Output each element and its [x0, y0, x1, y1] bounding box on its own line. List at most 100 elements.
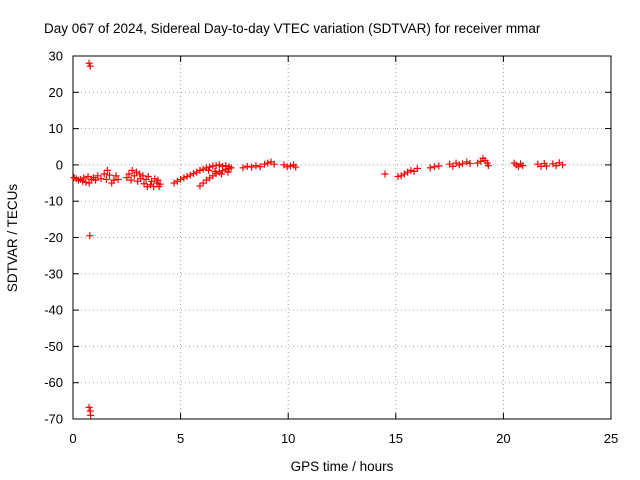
data-point [180, 174, 188, 182]
y-tick-label: -20 [44, 230, 63, 245]
data-point [97, 175, 105, 183]
data-point [248, 163, 256, 171]
data-point [211, 167, 219, 175]
data-point [139, 172, 147, 180]
data-point [92, 176, 100, 184]
data-point [114, 175, 122, 183]
data-point [264, 159, 272, 167]
x-axis-label: GPS time / hours [291, 459, 394, 474]
data-point [85, 179, 93, 187]
y-tick-label: 10 [49, 121, 63, 136]
data-point [224, 168, 232, 176]
data-point [397, 172, 405, 180]
data-point [151, 175, 159, 183]
y-tick-label: -10 [44, 194, 63, 209]
data-point [256, 163, 264, 171]
data-point [128, 166, 136, 174]
data-point [123, 174, 131, 182]
data-point [484, 162, 492, 170]
data-point [280, 161, 288, 169]
data-point [449, 162, 457, 170]
data-point [206, 163, 214, 171]
x-tick-label: 25 [604, 431, 618, 446]
y-tick-label: -40 [44, 303, 63, 318]
data-point [79, 177, 87, 185]
data-point [286, 162, 294, 170]
data-point [243, 162, 251, 170]
data-point [110, 176, 118, 184]
y-tick-label: -60 [44, 375, 63, 390]
data-point [173, 177, 181, 185]
data-point [82, 178, 90, 186]
data-point [431, 163, 439, 171]
x-tick-label: 10 [281, 431, 295, 446]
data-point [183, 173, 191, 181]
data-point [186, 171, 194, 179]
data-point [156, 180, 164, 188]
x-tick-label: 0 [69, 431, 76, 446]
data-point [261, 160, 269, 168]
data-point [225, 165, 233, 173]
grid [73, 56, 611, 419]
axis-ticks [72, 55, 612, 420]
data-point [215, 161, 223, 169]
data-point [100, 170, 108, 178]
data-point [106, 171, 114, 179]
data-point [239, 164, 247, 172]
data-point [542, 162, 550, 170]
y-axis-label: SDTVAR / TECUs [5, 184, 20, 293]
y-tick-labels: 30 20 10 0 -10 -20 -30 -40 -50 -60 -70 [44, 49, 63, 427]
data-point [205, 166, 213, 174]
chart-title: Day 067 of 2024, Sidereal Day-to-day VTE… [44, 21, 541, 36]
data-point [549, 160, 557, 168]
x-tick-labels: 0 5 10 15 20 25 [69, 431, 618, 446]
data-point [400, 170, 408, 178]
data-point [80, 174, 88, 182]
data-point [196, 166, 204, 174]
data-point [474, 159, 482, 167]
data-point [217, 170, 225, 178]
y-tick-label: 20 [49, 85, 63, 100]
data-point [170, 179, 178, 187]
data-point [103, 166, 111, 174]
data-point [413, 165, 421, 173]
data-point [459, 160, 467, 168]
data-point [193, 168, 201, 176]
data-point [87, 411, 95, 419]
y-tick-label: -70 [44, 412, 63, 427]
data-point [86, 232, 94, 240]
data-point [394, 173, 402, 181]
data-point [85, 403, 93, 411]
data-point [86, 62, 94, 70]
data-point [102, 175, 110, 183]
data-point [270, 160, 278, 168]
y-tick-label: 0 [56, 157, 63, 172]
data-point [404, 168, 412, 176]
y-tick-label: -50 [44, 339, 63, 354]
data-point [177, 175, 185, 183]
data-point [407, 166, 415, 174]
data-point [452, 159, 460, 167]
data-point [219, 167, 227, 175]
data-point [435, 162, 443, 170]
data-point [154, 176, 162, 184]
data-point [252, 162, 260, 170]
x-tick-label: 15 [389, 431, 403, 446]
data-point [283, 163, 291, 171]
data-point [199, 165, 207, 173]
data-point [130, 172, 138, 180]
data-point [466, 159, 474, 167]
x-tick-label: 20 [496, 431, 510, 446]
data-point [455, 161, 463, 169]
y-tick-label: -30 [44, 266, 63, 281]
data-point [381, 170, 389, 178]
data-point [426, 164, 434, 172]
data-point [212, 162, 220, 170]
data-point [127, 176, 135, 184]
data-point [144, 173, 152, 181]
data-point [146, 181, 154, 189]
data-point [519, 162, 527, 170]
data-point [559, 161, 567, 169]
data-point [112, 172, 120, 180]
